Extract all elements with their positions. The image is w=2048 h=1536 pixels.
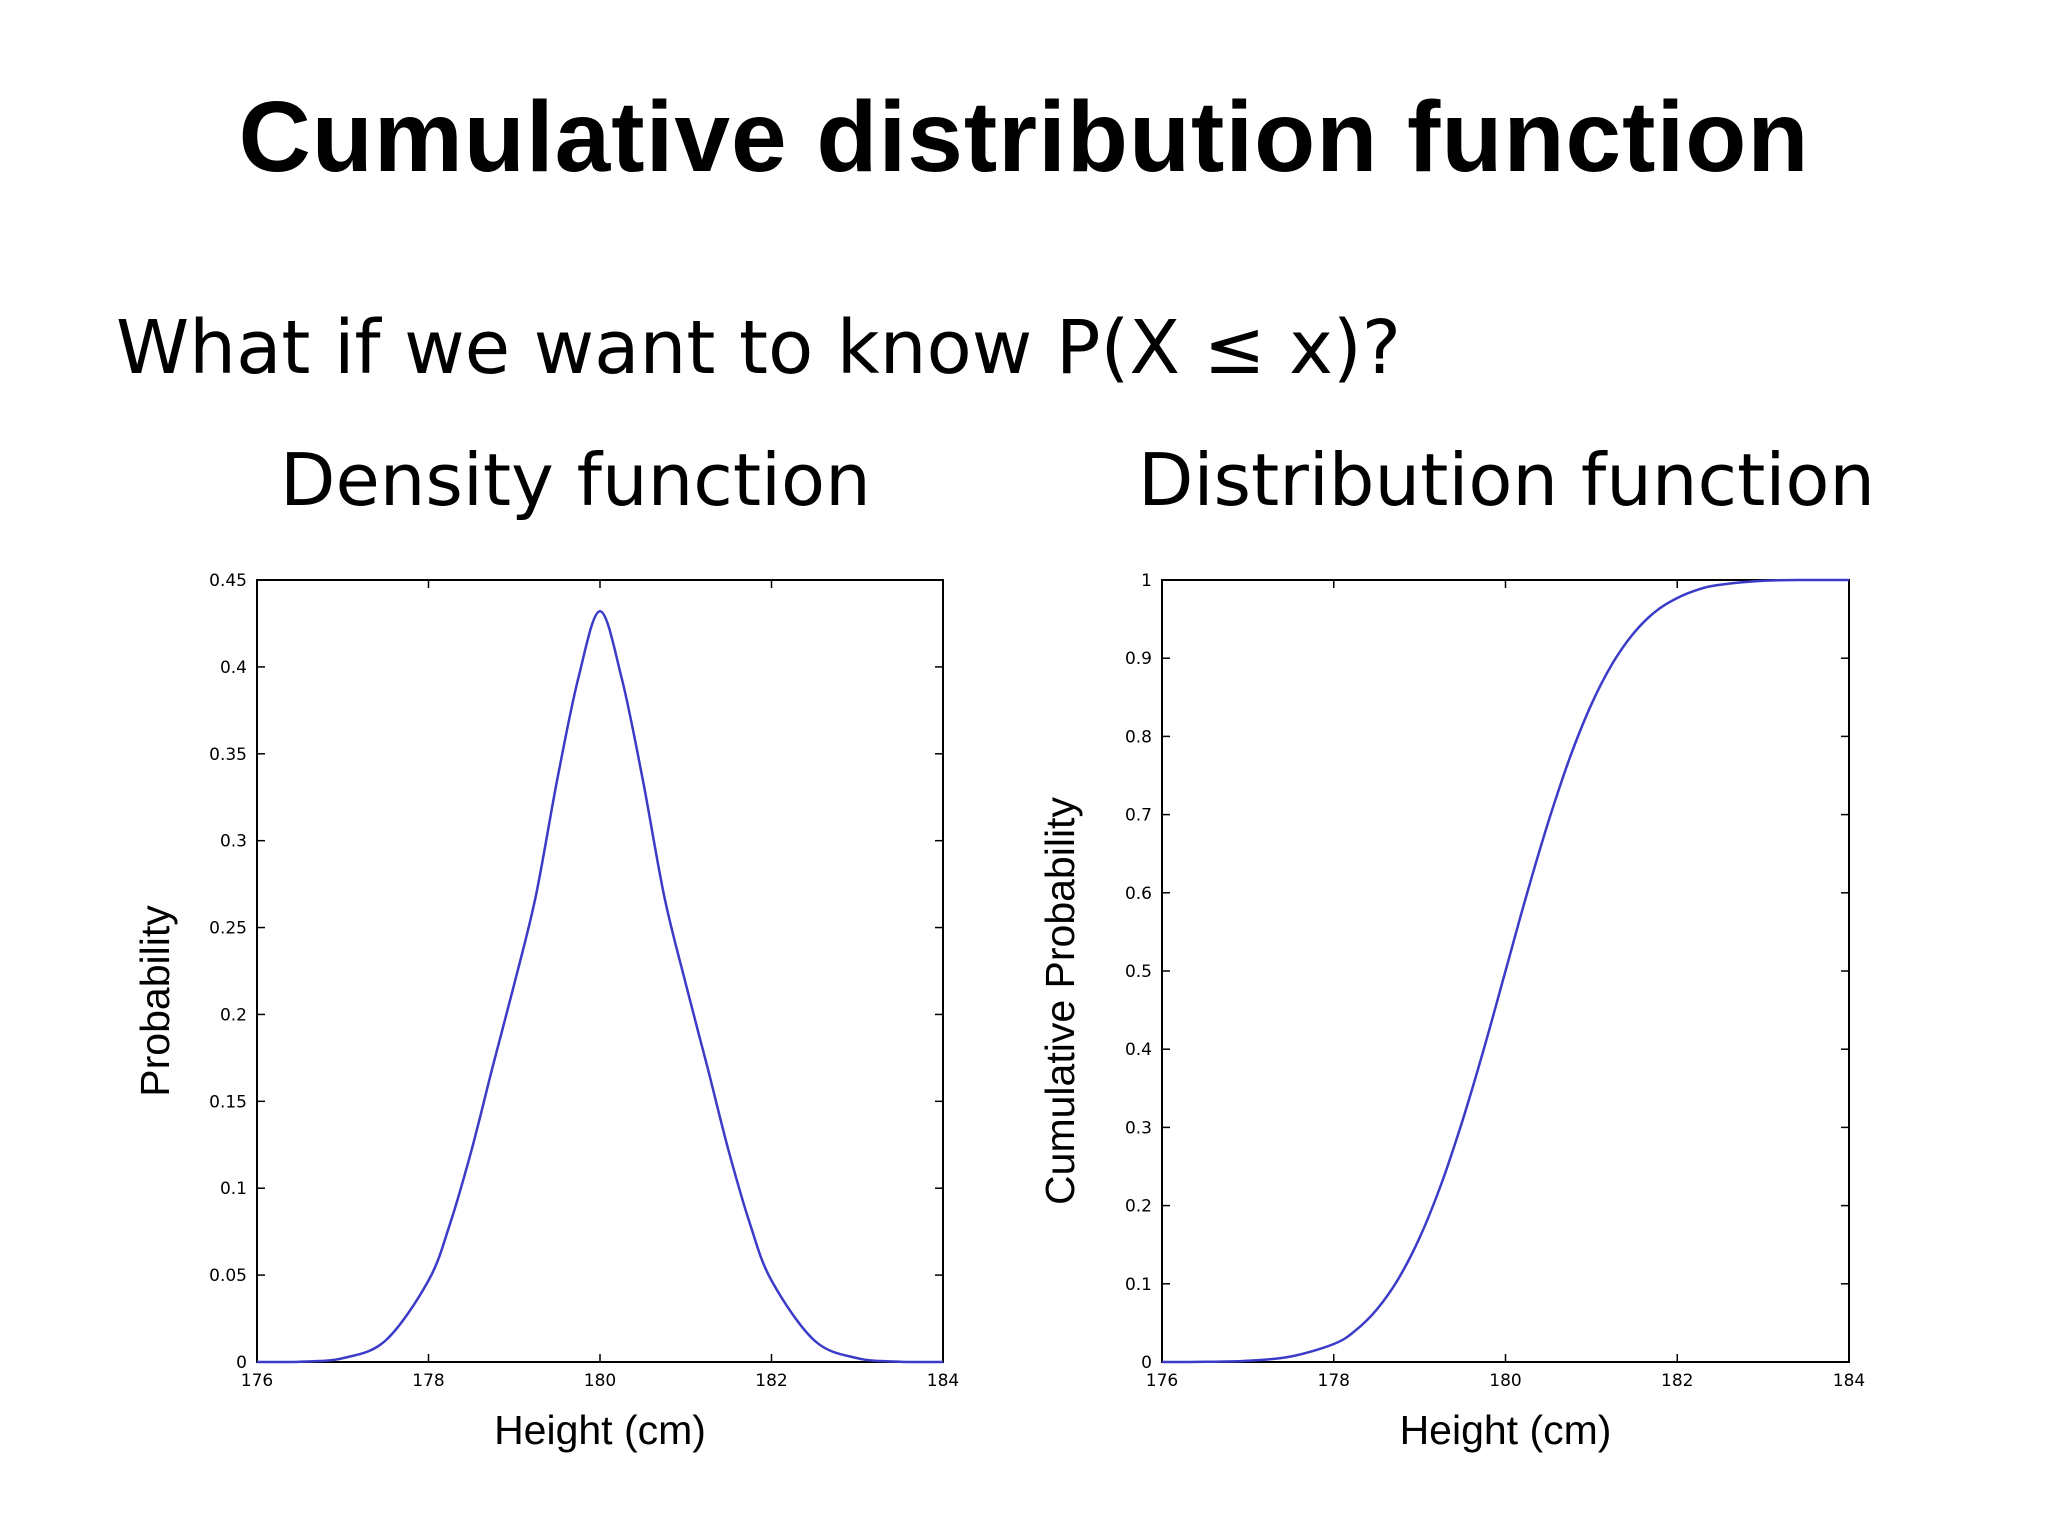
cdf-y-tick-label: 0.3 [1125, 1118, 1152, 1138]
cdf-y-tick-label: 0.6 [1125, 884, 1152, 904]
cdf-x-tick-label: 184 [1833, 1371, 1865, 1391]
density-x-tick-label: 178 [412, 1371, 444, 1391]
cdf-y-tick-label: 1 [1141, 571, 1152, 591]
density-y-tick-label: 0.2 [220, 1005, 247, 1025]
density-plot-frame [256, 579, 944, 1363]
cdf-x-tick-label: 178 [1318, 1371, 1350, 1391]
cdf-x-axis-label: Height (cm) [1400, 1407, 1612, 1453]
density-y-tick-label: 0 [236, 1353, 247, 1373]
slide-question: What if we want to know P(X ≤ x)? [116, 305, 1402, 391]
cdf-series-line [1161, 578, 1850, 1364]
cdf-y-tick-label: 0.4 [1125, 1040, 1152, 1060]
cdf-y-tick-label: 0.9 [1125, 649, 1152, 669]
density-x-tick-label: 182 [755, 1371, 787, 1391]
density-y-tick-label: 0.3 [220, 832, 247, 852]
cdf-x-tick-label: 176 [1146, 1371, 1178, 1391]
density-y-tick-label: 0.15 [209, 1092, 247, 1112]
density-y-tick-label: 0.1 [220, 1179, 247, 1199]
cdf-x-tick-label: 180 [1489, 1371, 1521, 1391]
density-x-tick-label: 184 [927, 1371, 959, 1391]
cdf-y-tick-label: 0.8 [1125, 727, 1152, 747]
density-x-axis-label: Height (cm) [494, 1407, 706, 1453]
slide-title: Cumulative distribution function [238, 81, 1810, 193]
distribution-subtitle: Distribution function [1138, 438, 1876, 522]
density-y-axis-label: Probability [132, 905, 178, 1097]
cdf-y-tick-label: 0.5 [1125, 962, 1152, 982]
density-y-tick-label: 0.45 [209, 571, 247, 591]
density-series-line [256, 610, 944, 1364]
cdf-y-tick-label: 0 [1141, 1353, 1152, 1373]
cdf-y-tick-label: 0.2 [1125, 1197, 1152, 1217]
cdf-x-tick-label: 182 [1661, 1371, 1693, 1391]
cdf-y-axis-label: Cumulative Probability [1037, 797, 1083, 1205]
density-x-tick-label: 176 [241, 1371, 273, 1391]
density-y-tick-label: 0.25 [209, 919, 247, 939]
density-x-tick-label: 180 [584, 1371, 616, 1391]
density-subtitle: Density function [280, 438, 871, 522]
cdf-y-tick-label: 0.7 [1125, 806, 1152, 826]
density-y-tick-label: 0.35 [209, 745, 247, 765]
density-y-tick-label: 0.4 [220, 658, 247, 678]
density-y-tick-label: 0.05 [209, 1266, 247, 1286]
cdf-y-tick-label: 0.1 [1125, 1275, 1152, 1295]
